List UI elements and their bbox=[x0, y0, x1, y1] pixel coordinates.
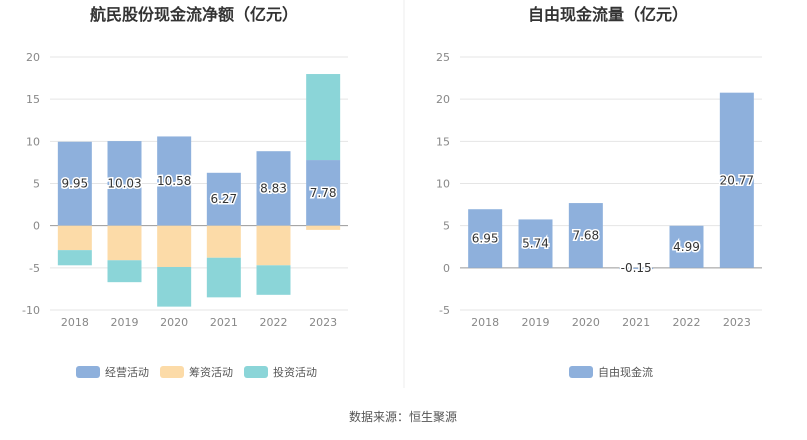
chart-title: 航民股份现金流净额（亿元） bbox=[90, 5, 298, 24]
bar-经营活动 bbox=[256, 151, 291, 226]
legend-swatch bbox=[569, 366, 593, 378]
y-tick-label: 5 bbox=[33, 178, 40, 191]
data-label: -0.15 bbox=[621, 261, 652, 275]
y-tick-label: -5 bbox=[29, 262, 40, 275]
x-tick-label: 2018 bbox=[61, 316, 89, 329]
x-tick-label: 2019 bbox=[522, 316, 550, 329]
bar-投资活动 bbox=[57, 250, 92, 266]
legend-swatch bbox=[160, 366, 184, 378]
bar-筹资活动 bbox=[206, 225, 241, 258]
legend-swatch bbox=[244, 366, 268, 378]
data-label: 7.78 bbox=[310, 186, 337, 200]
data-label: 6.95 bbox=[472, 232, 499, 246]
bar-自由现金流 bbox=[719, 92, 754, 268]
bar-自由现金流 bbox=[619, 267, 654, 270]
x-tick-label: 2023 bbox=[309, 316, 337, 329]
bar-投资活动 bbox=[107, 260, 142, 283]
x-tick-label: 2020 bbox=[160, 316, 188, 329]
bar-自由现金流 bbox=[468, 209, 503, 268]
y-tick-label: 10 bbox=[436, 178, 450, 191]
y-tick-label: 15 bbox=[26, 93, 40, 106]
bar-自由现金流 bbox=[518, 219, 553, 268]
y-tick-label: 0 bbox=[443, 262, 450, 275]
bar-经营活动 bbox=[206, 172, 241, 226]
y-tick-label: 25 bbox=[436, 51, 450, 64]
y-tick-label: -5 bbox=[439, 304, 450, 317]
bar-投资活动 bbox=[256, 265, 291, 295]
y-tick-label: 20 bbox=[26, 51, 40, 64]
legend-label: 投资活动 bbox=[273, 365, 317, 379]
bar-自由现金流 bbox=[669, 225, 704, 268]
y-tick-label: 0 bbox=[33, 220, 40, 233]
data-label: 9.95 bbox=[61, 177, 88, 191]
legend-label: 自由现金流 bbox=[598, 365, 653, 379]
bar-经营活动 bbox=[57, 141, 92, 226]
x-tick-label: 2022 bbox=[673, 316, 701, 329]
bar-投资活动 bbox=[206, 257, 241, 298]
y-tick-label: 10 bbox=[26, 135, 40, 148]
x-tick-label: 2021 bbox=[210, 316, 238, 329]
free-cash-flow-chart: 自由现金流量（亿元） 25 20 15 10 5 0 -5 2018 2019 2020 2021 20… bbox=[436, 5, 762, 379]
bar-投资活动 bbox=[306, 74, 341, 161]
bar-经营活动 bbox=[157, 136, 192, 226]
chart-title: 自由现金流量（亿元） bbox=[528, 5, 688, 24]
x-tick-label: 2019 bbox=[111, 316, 139, 329]
x-tick-label: 2023 bbox=[723, 316, 751, 329]
cash-flow-chart: 航民股份现金流净额（亿元） 20 15 10 5 0 -5 -10 2018 2019 2020 20… bbox=[22, 5, 348, 379]
legend-swatch bbox=[76, 366, 100, 378]
legend-label: 经营活动 bbox=[105, 365, 149, 379]
bar-筹资活动 bbox=[57, 225, 92, 251]
y-tick-label: 20 bbox=[436, 93, 450, 106]
bar-经营活动 bbox=[107, 141, 142, 226]
x-tick-label: 2018 bbox=[471, 316, 499, 329]
data-label: 10.58 bbox=[157, 174, 191, 188]
y-tick-label: 5 bbox=[443, 220, 450, 233]
x-tick-label: 2020 bbox=[572, 316, 600, 329]
x-tick-label: 2022 bbox=[260, 316, 288, 329]
y-tick-label: -10 bbox=[22, 304, 40, 317]
bar-筹资活动 bbox=[157, 225, 192, 267]
legend-label: 筹资活动 bbox=[189, 365, 233, 379]
x-tick-label: 2021 bbox=[622, 316, 650, 329]
bar-筹资活动 bbox=[256, 225, 291, 266]
bar-筹资活动 bbox=[306, 225, 341, 230]
data-label: 7.68 bbox=[572, 228, 599, 242]
data-label: 6.27 bbox=[210, 192, 237, 206]
data-label: 20.77 bbox=[720, 173, 754, 187]
bar-投资活动 bbox=[157, 266, 192, 307]
bar-筹资活动 bbox=[107, 225, 142, 261]
data-label: 8.83 bbox=[260, 181, 287, 195]
data-label: 5.74 bbox=[522, 237, 549, 251]
y-tick-label: 15 bbox=[436, 135, 450, 148]
data-label: 4.99 bbox=[673, 240, 700, 254]
source-note: 数据来源：恒生聚源 bbox=[349, 409, 457, 424]
bar-经营活动 bbox=[306, 160, 341, 226]
data-label: 10.03 bbox=[107, 176, 141, 190]
bar-自由现金流 bbox=[568, 203, 603, 268]
